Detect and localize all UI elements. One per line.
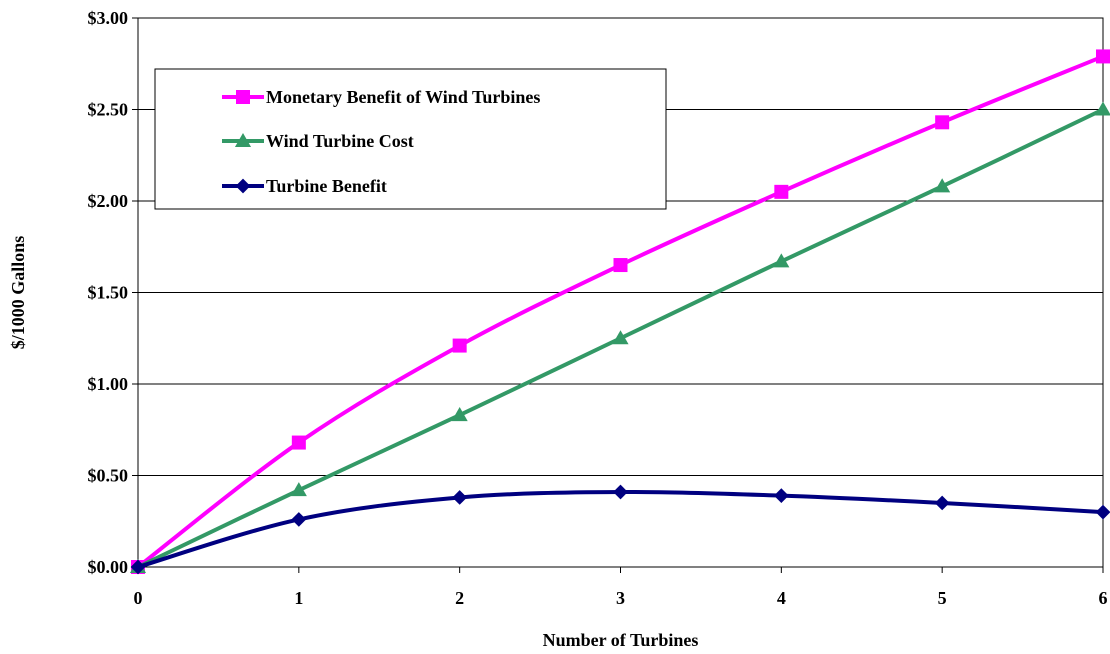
data-point [452,490,468,505]
legend-marker [236,90,250,104]
data-point [934,495,950,511]
series-layer [129,49,1110,575]
data-point [451,407,468,422]
x-tick-label: 2 [455,588,464,608]
legend-item: Wind Turbine Cost [222,131,414,151]
legend-marker [234,132,252,148]
y-axis-ticks: $0.00 $0.50 $1.00 $1.50 $2.00 $2.50 $3.00 [88,8,138,577]
x-tick-label: 4 [777,588,786,608]
x-axis-title: Number of Turbines [543,630,699,650]
data-point [130,559,146,575]
series-diamond [130,484,1110,575]
x-axis-ticks: 0 1 2 3 4 5 6 [134,567,1108,608]
y-tick-label: $3.00 [88,8,129,28]
y-tick-label: $0.00 [88,557,129,577]
data-point [1094,101,1110,116]
y-tick-label: $2.00 [88,191,129,211]
data-point [613,258,628,273]
legend-label: Monetary Benefit of Wind Turbines [266,87,540,107]
data-point [935,115,950,130]
x-tick-label: 6 [1099,588,1108,608]
data-point [613,484,628,500]
data-point [291,512,307,527]
data-point [773,488,789,503]
x-tick-label: 0 [134,588,143,608]
y-tick-label: $1.00 [88,374,129,394]
data-point [1096,49,1110,64]
data-point [934,178,951,193]
data-point [773,253,790,268]
x-tick-label: 1 [294,588,303,608]
legend-item: Turbine Benefit [222,176,387,196]
data-point [452,338,467,353]
y-tick-label: $0.50 [88,466,129,486]
legend-label: Wind Turbine Cost [266,131,414,151]
legend-items: Monetary Benefit of Wind Turbines Wind Tu… [222,87,540,196]
y-axis-title: $/1000 Gallons [8,236,28,350]
y-tick-label: $1.50 [88,283,129,303]
data-point [612,330,629,345]
legend-label: Turbine Benefit [266,176,387,196]
data-point [774,184,789,199]
x-tick-label: 5 [938,588,947,608]
data-point [290,482,307,497]
data-point [1095,504,1110,520]
series-line [137,489,1104,569]
y-tick-label: $2.50 [88,100,129,120]
legend-item: Monetary Benefit of Wind Turbines [222,87,540,107]
x-tick-label: 3 [616,588,625,608]
data-point [291,435,306,450]
legend: Monetary Benefit of Wind Turbines Wind Tu… [154,68,667,210]
legend-marker [235,178,251,194]
